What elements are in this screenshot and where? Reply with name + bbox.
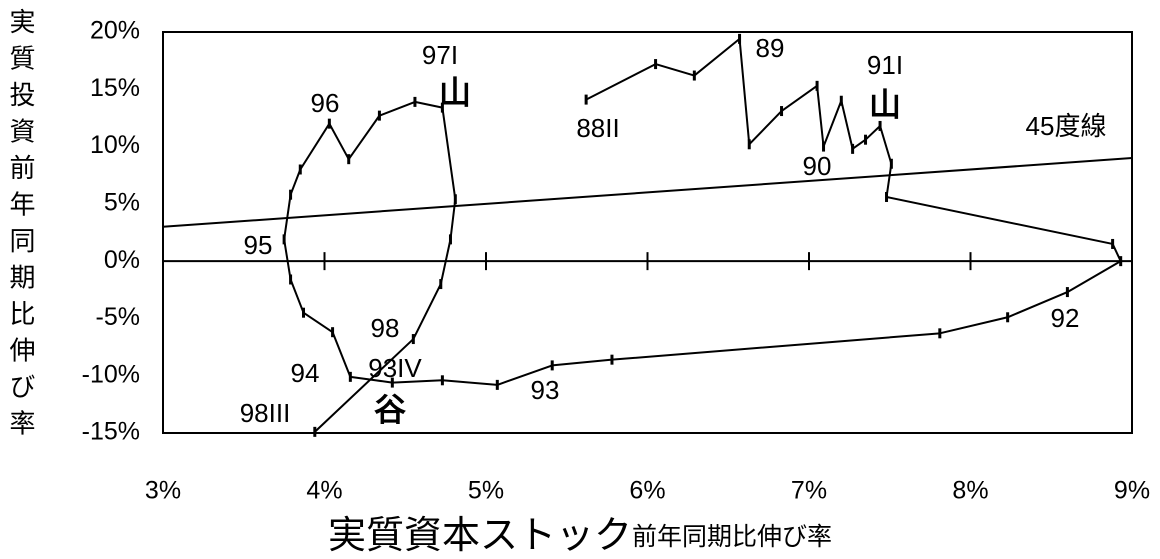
annotation: 98III	[240, 398, 291, 428]
annotation: 89	[756, 33, 785, 63]
annotation: 96	[311, 88, 340, 118]
annotation: 97I	[422, 40, 458, 70]
x-axis-label-sub: 前年同期比伸び率	[632, 523, 832, 551]
x-tick-label: 3%	[145, 477, 181, 505]
annotation: 94	[291, 358, 320, 388]
x-tick-label: 4%	[306, 477, 342, 505]
reference-line-label: 45度線	[1026, 111, 1107, 141]
y-tick-label: 10%	[90, 131, 140, 159]
x-tick-label: 9%	[1114, 477, 1150, 505]
x-tick-label: 5%	[468, 477, 504, 505]
x-tick-label: 6%	[629, 477, 665, 505]
y-tick-label: -5%	[96, 303, 140, 331]
plot-frame	[162, 31, 1133, 434]
x-axis-label: 実質資本ストック前年同期比伸び率	[328, 515, 832, 557]
y-tick-label: 5%	[104, 188, 140, 216]
annotation: 98	[371, 313, 400, 343]
annotation: 90	[803, 151, 832, 181]
x-tick-label: 7%	[791, 477, 827, 505]
y-tick-label: -10%	[82, 360, 140, 388]
y-tick-label: 15%	[90, 74, 140, 102]
y-tick-label: -15%	[82, 418, 140, 446]
annotation: 93IV	[368, 353, 422, 383]
x-tick-label: 8%	[952, 477, 988, 505]
y-axis-label: 実質投資前年同期比伸び率	[6, 8, 36, 446]
annotation: 93	[531, 375, 560, 405]
annotation: 88II	[576, 113, 619, 143]
annotation: 山	[439, 74, 471, 110]
annotation: 谷	[374, 391, 406, 427]
annotation: 91I	[867, 50, 903, 80]
annotation: 95	[244, 230, 273, 260]
annotation: 山	[869, 86, 901, 122]
y-tick-label: 0%	[104, 246, 140, 274]
annotation: 92	[1051, 303, 1080, 333]
y-tick-label: 20%	[90, 17, 140, 45]
reference-line	[163, 157, 1132, 228]
x-axis-label-main: 実質資本ストック	[328, 515, 632, 557]
